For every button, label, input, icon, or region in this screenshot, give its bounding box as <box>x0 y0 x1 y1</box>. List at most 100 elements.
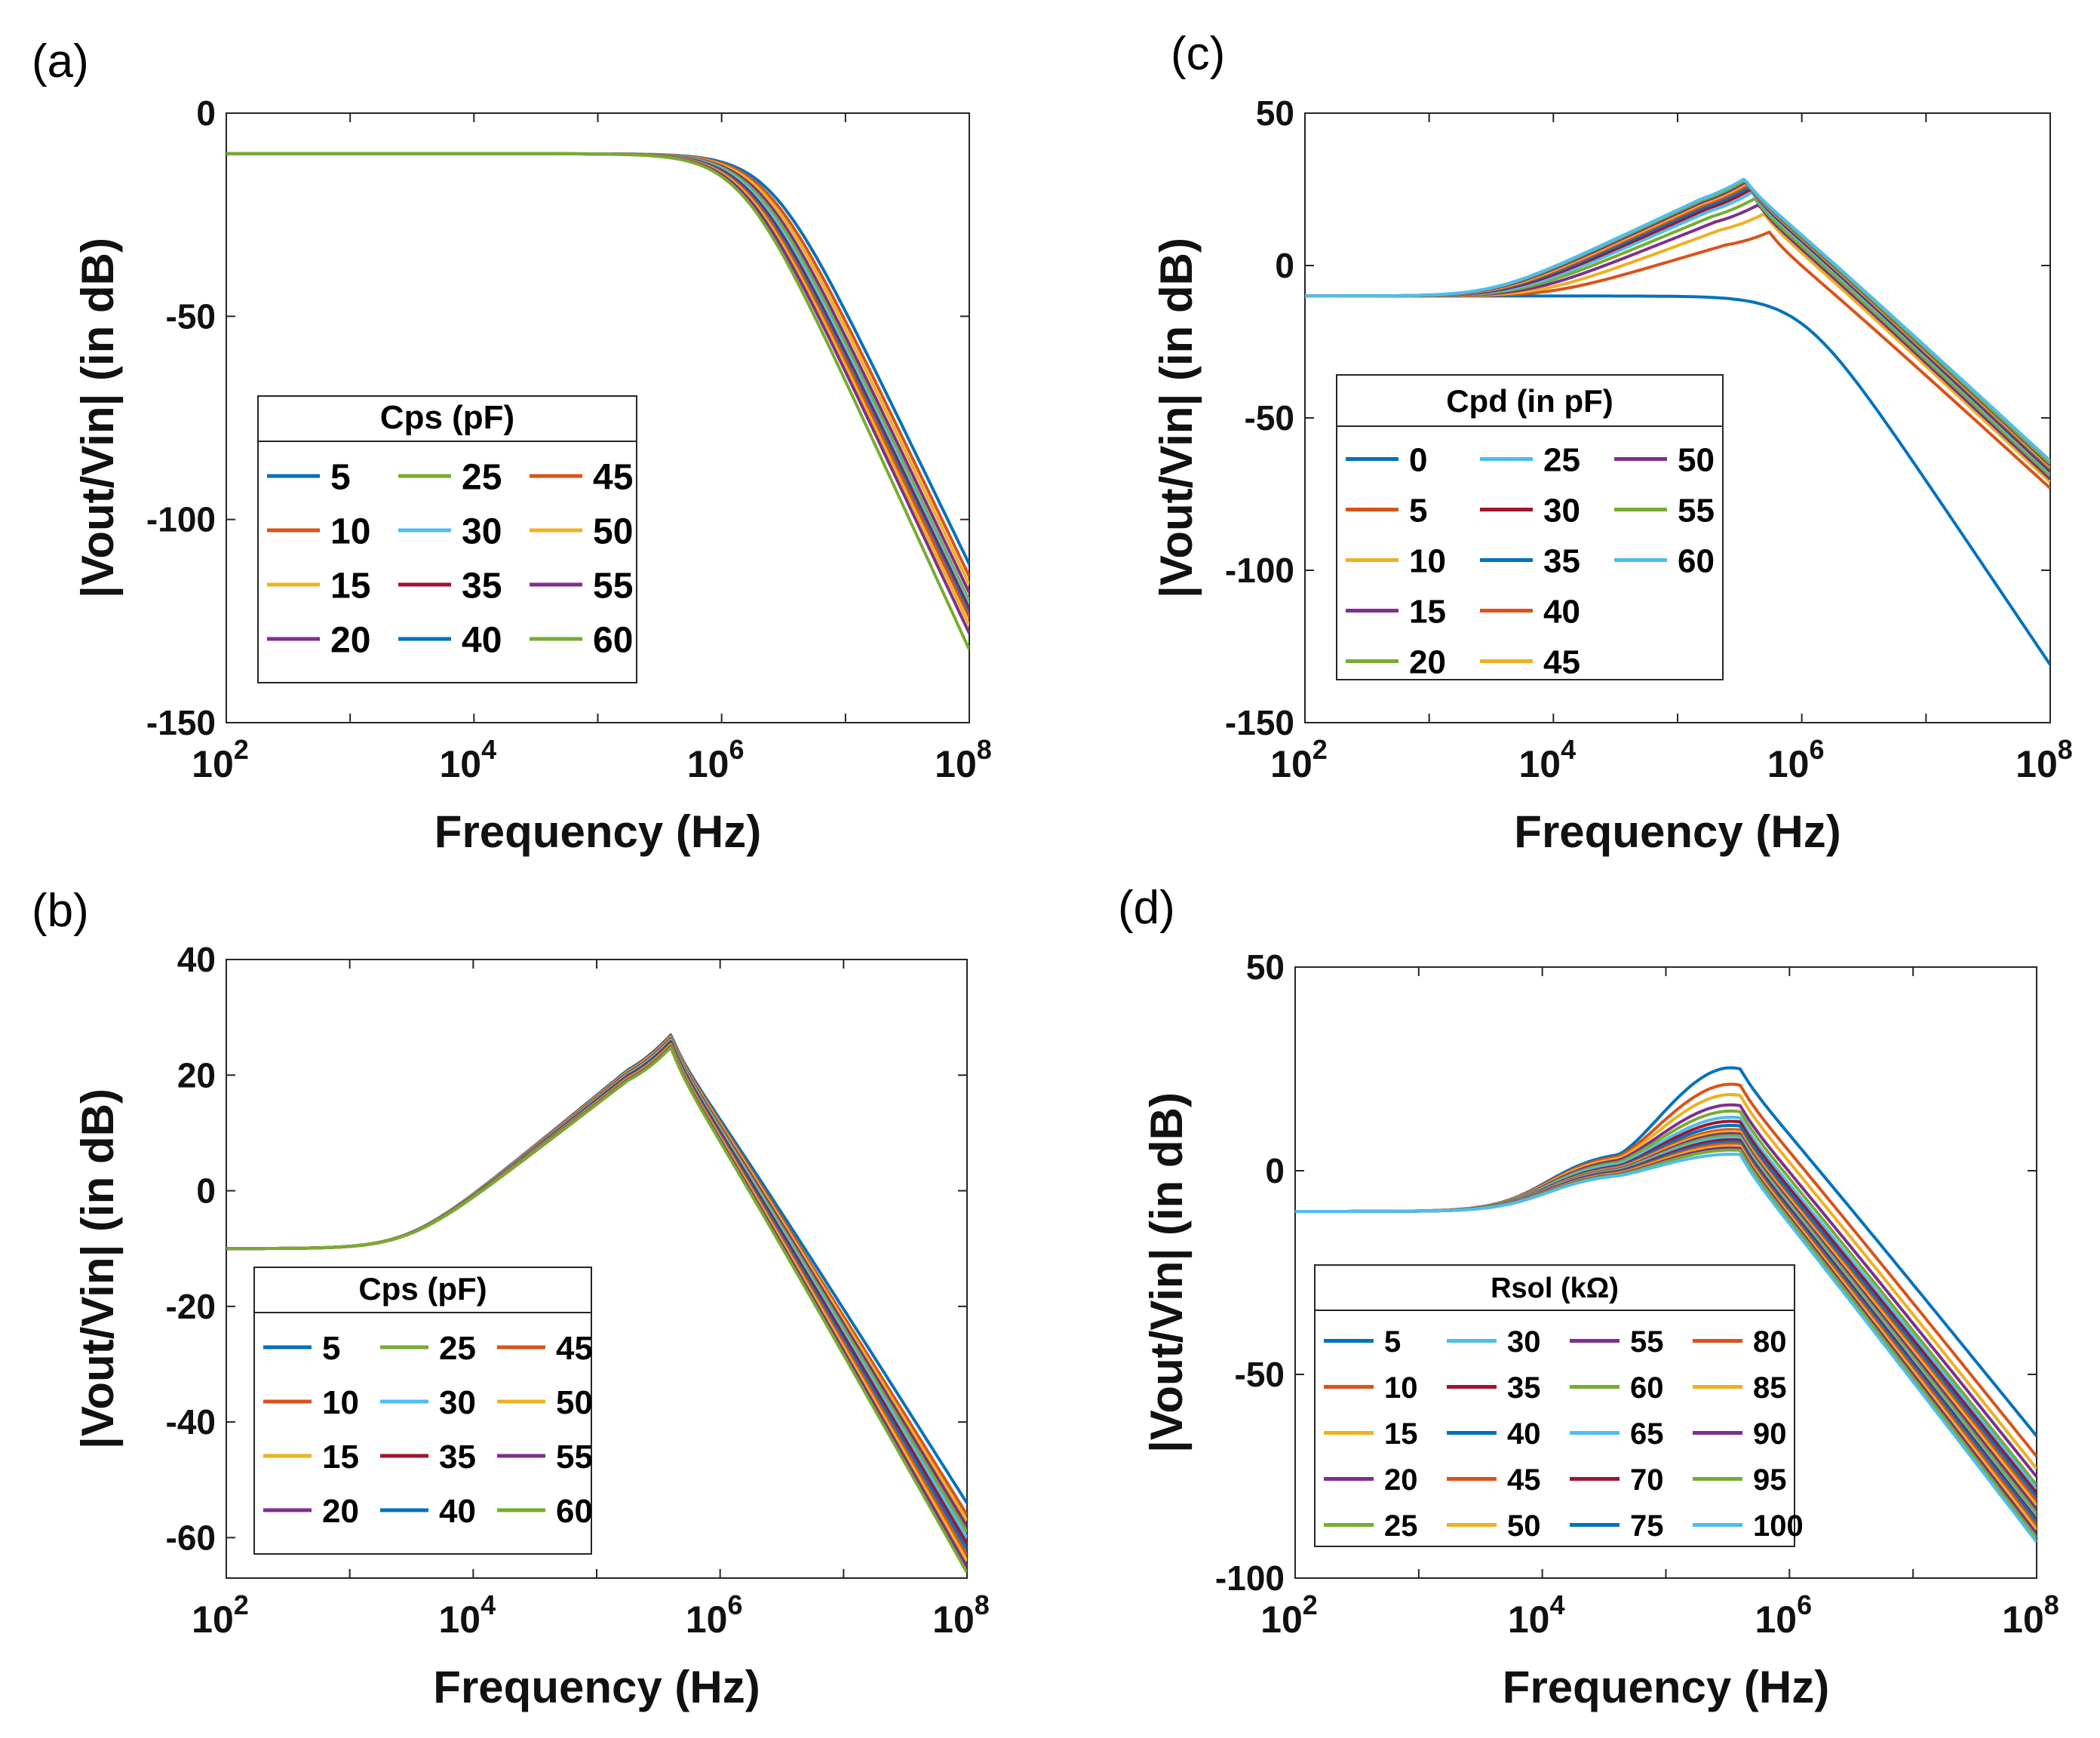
legend-entry-50: 50 <box>556 1384 593 1421</box>
y-axis: 0 -50 -100 -150 <box>146 94 969 742</box>
y-axis-label: |Vout/Vin| (in dB) <box>72 238 124 598</box>
legend-entry-10: 10 <box>330 511 370 551</box>
y-tick-label: -50 <box>166 296 216 336</box>
legend-entry-55: 55 <box>1678 492 1715 529</box>
legend-entry-15: 15 <box>1384 1417 1418 1451</box>
y-axis-label: |Vout/Vin| (in dB) <box>1151 238 1202 598</box>
y-axis: 500-50-100-150 <box>1225 94 2050 742</box>
legend-entry-55: 55 <box>556 1439 593 1475</box>
x-tick-label: 104 <box>440 734 497 785</box>
legend-entry-15: 15 <box>1409 593 1446 630</box>
legend-entry-15: 15 <box>322 1439 359 1475</box>
legend-box <box>257 395 637 683</box>
legend-entry-5: 5 <box>330 457 351 497</box>
panel-label: (b) <box>32 885 89 937</box>
legend-box <box>1336 374 1724 680</box>
y-tick-label: -100 <box>1215 1558 1285 1598</box>
legend-entry-20: 20 <box>322 1493 359 1530</box>
x-axis-label: Frequency (Hz) <box>1514 806 1841 857</box>
legend-entry-30: 30 <box>1507 1325 1541 1359</box>
x-tick-label: 108 <box>2002 1589 2059 1641</box>
legend-entry-25: 25 <box>462 457 502 497</box>
legend-entry-15: 15 <box>330 566 370 606</box>
series-lines <box>226 152 969 650</box>
y-tick-label: 0 <box>1275 246 1294 285</box>
legend-entry-60: 60 <box>556 1493 593 1530</box>
panel-d: (d) 102 104 106 108 50 0 -50 -100 Frequency (Hz) |… <box>1118 882 2059 1712</box>
y-tick-label: -40 <box>166 1402 216 1442</box>
x-tick-label: 102 <box>1270 734 1328 785</box>
y-tick-label: 40 <box>177 940 216 979</box>
x-axis-label: Frequency (Hz) <box>433 1662 760 1712</box>
series-lines <box>226 1033 967 1574</box>
legend-entry-25: 25 <box>439 1330 476 1367</box>
legend-entry-65: 65 <box>1630 1417 1664 1451</box>
legend-box <box>253 1267 592 1555</box>
legend-entry-0: 0 <box>1409 441 1427 478</box>
legend-entry-55: 55 <box>1630 1325 1664 1359</box>
y-tick-label: -100 <box>146 500 216 539</box>
y-axis: 40 20 0 -20 -40 -60 <box>166 940 967 1557</box>
x-axis: 102 104 106 108 <box>192 113 992 785</box>
legend-entry-50: 50 <box>1507 1509 1541 1543</box>
legend-entry-5: 5 <box>1409 492 1427 529</box>
x-tick-label: 104 <box>1519 734 1577 785</box>
series-line-60 <box>226 1046 967 1574</box>
legend-entry-25: 25 <box>1384 1509 1418 1543</box>
y-tick-label: -50 <box>1235 1355 1285 1394</box>
x-axis-label: Frequency (Hz) <box>1503 1662 1829 1712</box>
y-tick-label: 50 <box>1256 94 1294 133</box>
legend-entry-50: 50 <box>593 511 633 551</box>
legend-entry-10: 10 <box>322 1384 359 1421</box>
legend-box <box>1314 1264 1795 1547</box>
y-tick-label: 20 <box>177 1055 216 1095</box>
legend-entry-20: 20 <box>330 620 370 660</box>
legend-entry-85: 85 <box>1753 1371 1787 1405</box>
series-line-100 <box>1295 1153 2037 1543</box>
legend-entry-75: 75 <box>1630 1509 1664 1543</box>
series-lines <box>1295 1066 2037 1543</box>
legend-title: Rsol (kΩ) <box>1491 1273 1619 1304</box>
legend-entry-40: 40 <box>1507 1417 1541 1451</box>
legend-entry-10: 10 <box>1384 1371 1418 1405</box>
legend-entry-45: 45 <box>593 457 633 497</box>
y-tick-label: -150 <box>146 703 216 742</box>
legend-entry-20: 20 <box>1384 1463 1418 1497</box>
legend-entry-30: 30 <box>439 1384 476 1421</box>
legend-entry-30: 30 <box>1543 492 1580 529</box>
legend: Cps (pF) 5 10 15 20 25 30 35 40 45 50 55 60 <box>257 395 637 683</box>
legend-entry-5: 5 <box>1384 1325 1401 1359</box>
y-tick-label: -100 <box>1225 551 1294 590</box>
legend-title: Cps (pF) <box>358 1271 487 1307</box>
legend-entry-60: 60 <box>1678 542 1715 579</box>
legend-entry-5: 5 <box>322 1330 340 1367</box>
legend-entry-100: 100 <box>1753 1509 1804 1543</box>
series-line-60 <box>226 152 969 650</box>
legend-entry-35: 35 <box>1543 542 1580 579</box>
legend-title: Cpd (in pF) <box>1446 383 1613 419</box>
y-tick-label: -150 <box>1225 703 1294 742</box>
panel-label: (c) <box>1171 28 1225 80</box>
series-line-60 <box>1305 177 2050 462</box>
x-tick-label: 104 <box>1508 1589 1565 1641</box>
x-axis-label: Frequency (Hz) <box>434 806 761 857</box>
legend-entry-80: 80 <box>1753 1325 1787 1359</box>
x-tick-label: 106 <box>1767 734 1825 785</box>
x-tick-label: 108 <box>2016 734 2073 785</box>
legend-entry-60: 60 <box>1630 1371 1664 1405</box>
x-tick-label: 106 <box>687 734 745 785</box>
y-tick-label: 0 <box>1265 1151 1285 1190</box>
x-axis: 102 104 106 108 <box>1260 967 2059 1641</box>
x-tick-label: 106 <box>1755 1589 1813 1641</box>
legend-entry-40: 40 <box>1543 593 1580 630</box>
legend-entry-20: 20 <box>1409 643 1446 680</box>
y-tick-label: -50 <box>1245 398 1294 438</box>
panel-b: (b) 102 104 106 108 40 20 0 -20 -40 -60 Frequency (… <box>32 885 990 1712</box>
y-tick-label: 0 <box>196 94 216 133</box>
legend-entry-50: 50 <box>1678 441 1715 478</box>
legend-entry-70: 70 <box>1630 1463 1664 1497</box>
y-axis-label: |Vout/Vin| (in dB) <box>72 1089 124 1449</box>
y-tick-label: 0 <box>196 1171 216 1211</box>
